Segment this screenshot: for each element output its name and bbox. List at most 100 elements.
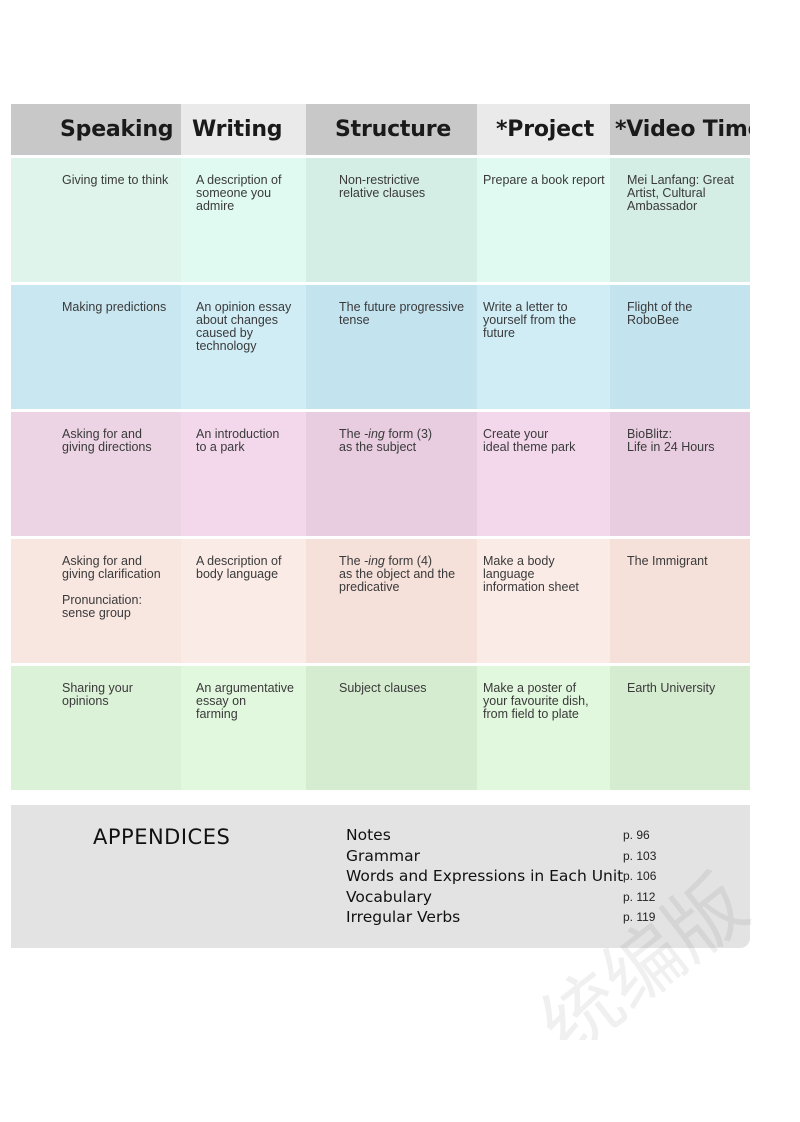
cell-line: A description of — [196, 173, 282, 187]
cell-line: yourself from the — [483, 313, 577, 327]
cell-line: giving directions — [62, 440, 152, 454]
header-speaking: Speaking — [11, 104, 181, 155]
appendix-name: Notes — [346, 826, 391, 844]
appendix-item: Irregular Verbs p. 119 — [346, 907, 746, 928]
cell-writing: An argumentative essay on farming — [181, 666, 306, 790]
cell-line: opinions — [62, 694, 109, 708]
appendix-page: p. 96 — [623, 828, 650, 842]
cell-line: farming — [196, 707, 238, 721]
cell-line: predicative — [339, 580, 400, 594]
appendix-page: p. 106 — [623, 869, 657, 883]
appendix-item: Notes p. 96 — [346, 825, 746, 846]
cell-line: admire — [196, 199, 235, 213]
table-row: Giving time to think A description of some… — [11, 158, 750, 282]
contents-table: Speaking Writing Structure *Project *Vid… — [11, 104, 750, 790]
header-structure: Structure — [306, 104, 477, 155]
appendices-panel: APPENDICES Notes p. 96 Grammar p. 103 Words … — [11, 805, 750, 948]
cell-line: Asking for and — [62, 554, 142, 568]
cell-line: Prepare a book report — [483, 173, 605, 187]
cell-project: Write a letter to yourself from the future — [477, 285, 610, 409]
cell-line: information sheet — [483, 580, 579, 594]
cell-line: The Immigrant — [627, 554, 708, 568]
cell-line: body language — [196, 567, 279, 581]
cell-video-time: The Immigrant — [610, 539, 750, 663]
appendices-list: Notes p. 96 Grammar p. 103 Words and Express… — [346, 825, 746, 928]
cell-line: Sharing your — [62, 681, 133, 695]
appendix-name: Vocabulary — [346, 887, 432, 906]
cell-video-time: Mei Lanfang: Great Artist, Cultural Ambass… — [610, 158, 750, 282]
cell-writing: A description of body language — [181, 539, 306, 663]
italic-ing: -ing — [364, 427, 385, 441]
cell-line: Flight of the — [627, 300, 693, 314]
cell-line: The future progressive — [339, 300, 465, 314]
cell-line: Earth University — [627, 681, 716, 695]
cell-line: Write a letter to — [483, 300, 568, 314]
cell-line: someone you — [196, 186, 272, 200]
appendix-name: Words and Expressions in Each Unit — [346, 867, 624, 885]
appendix-item: Grammar p. 103 — [346, 846, 746, 867]
cell-line: from field to plate — [483, 707, 579, 721]
cell-line: technology — [196, 339, 257, 353]
cell-line: relative clauses — [339, 186, 426, 200]
cell-line: Make a poster of — [483, 681, 577, 695]
cell-line: giving clarification — [62, 567, 161, 581]
cell-speaking: Asking for and giving directions — [11, 412, 181, 536]
appendices-title: APPENDICES — [93, 825, 231, 849]
header-video-time: *Video Time — [610, 104, 750, 155]
cell-line: BioBlitz: — [627, 427, 673, 441]
cell-structure: Subject clauses — [306, 666, 477, 790]
cell-video-time: Flight of the RoboBee — [610, 285, 750, 409]
cell-speaking: Sharing your opinions — [11, 666, 181, 790]
cell-line: Making predictions — [62, 300, 167, 314]
cell-structure: The future progressive tense — [306, 285, 477, 409]
table-row: Sharing your opinions An argumentative essa… — [11, 666, 750, 790]
cell-line: The -ing form (3) — [339, 427, 433, 441]
cell-line: RoboBee — [627, 313, 680, 327]
appendix-page: p. 103 — [623, 848, 657, 863]
cell-writing: An opinion essay about changes caused by te… — [181, 285, 306, 409]
cell-line: The -ing form (4) — [339, 554, 433, 568]
cell-structure: The -ing form (3) as the subject — [306, 412, 477, 536]
cell-line: A description of — [196, 554, 282, 568]
cell-line: An argumentative — [196, 681, 294, 695]
header-row: Speaking Writing Structure *Project *Vid… — [11, 104, 750, 155]
cell-line: Create your — [483, 427, 549, 441]
cell-line: tense — [339, 313, 370, 327]
header-writing: Writing — [181, 104, 306, 155]
cell-line: sense group — [62, 606, 131, 620]
appendix-item: Words and Expressions in Each Unit p. 106 — [346, 866, 746, 887]
cell-line: about changes — [196, 313, 279, 327]
cell-speaking: Making predictions — [11, 285, 181, 409]
cell-line: Asking for and — [62, 427, 142, 441]
header-project: *Project — [477, 104, 610, 155]
table-row: Making predictions An opinion essay about … — [11, 285, 750, 409]
cell-line: essay on — [196, 694, 247, 708]
italic-ing: -ing — [364, 554, 385, 568]
cell-line: Make a body — [483, 554, 555, 568]
cell-structure: Non-restrictive relative clauses — [306, 158, 477, 282]
cell-line: Pronunciation: — [62, 593, 142, 607]
cell-line: Giving time to think — [62, 173, 169, 187]
cell-line: as the subject — [339, 440, 417, 454]
cell-line: as the object and the — [339, 567, 456, 581]
appendix-item: Vocabulary p. 112 — [346, 887, 746, 908]
cell-line: language — [483, 567, 535, 581]
appendix-name: Irregular Verbs — [346, 908, 461, 926]
cell-project: Make a body language information sheet — [477, 539, 610, 663]
cell-speaking: Giving time to think — [11, 158, 181, 282]
cell-line: Mei Lanfang: Great — [627, 173, 735, 187]
cell-line: Subject clauses — [339, 681, 427, 695]
cell-line: Life in 24 Hours — [627, 440, 715, 454]
appendix-name: Grammar — [346, 846, 420, 865]
cell-line: Ambassador — [627, 199, 698, 213]
cell-project: Create your ideal theme park — [477, 412, 610, 536]
cell-speaking: Asking for and giving clarification Pronun… — [11, 539, 181, 663]
cell-line: An opinion essay — [196, 300, 292, 314]
cell-project: Prepare a book report — [477, 158, 610, 282]
cell-writing: A description of someone you admire — [181, 158, 306, 282]
table-row: Asking for and giving clarification Pronun… — [11, 539, 750, 663]
table-row: Asking for and giving directions An introd… — [11, 412, 750, 536]
cell-line: ideal theme park — [483, 440, 576, 454]
cell-line: caused by — [196, 326, 253, 340]
appendix-page: p. 112 — [623, 889, 656, 904]
